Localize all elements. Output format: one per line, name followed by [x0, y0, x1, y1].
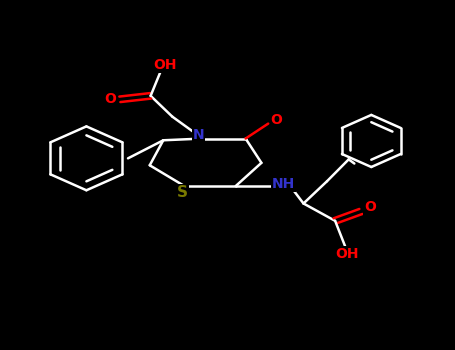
Text: OH: OH [336, 247, 359, 261]
Text: OH: OH [153, 58, 177, 72]
Text: O: O [364, 200, 376, 214]
Text: N: N [192, 128, 204, 142]
Text: O: O [270, 113, 282, 127]
Text: O: O [104, 92, 116, 106]
Text: NH: NH [272, 177, 295, 191]
Text: S: S [177, 185, 188, 200]
